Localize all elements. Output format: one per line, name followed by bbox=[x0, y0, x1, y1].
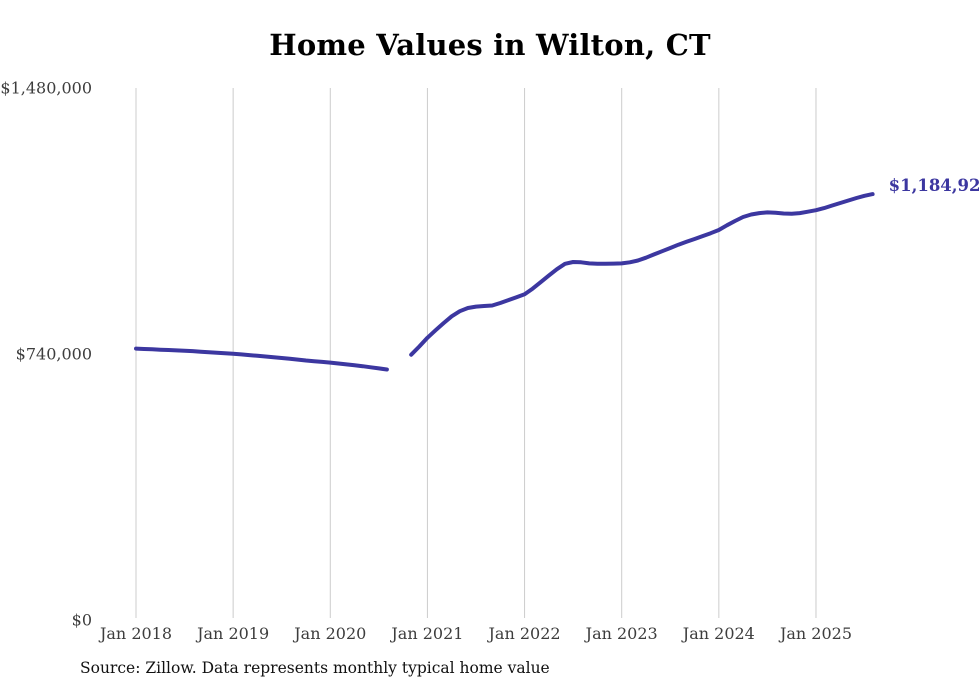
x-axis-label: Jan 2025 bbox=[779, 624, 852, 643]
x-axis-label: Jan 2023 bbox=[585, 624, 658, 643]
x-axis-label: Jan 2021 bbox=[391, 624, 464, 643]
y-axis-label: $0 bbox=[71, 610, 92, 630]
end-value-label: $1,184,920 bbox=[888, 176, 980, 196]
chart-title: Home Values in Wilton, CT bbox=[269, 28, 711, 62]
x-axis-label: Jan 2018 bbox=[99, 624, 173, 643]
x-axis-label: Jan 2020 bbox=[294, 624, 367, 643]
y-axis-label: $1,480,000 bbox=[0, 78, 92, 98]
source-note: Source: Zillow. Data represents monthly … bbox=[80, 659, 550, 677]
x-axis-label: Jan 2024 bbox=[682, 624, 755, 643]
x-axis-label: Jan 2022 bbox=[488, 624, 561, 643]
x-axis-label: Jan 2019 bbox=[197, 624, 270, 643]
y-axis-label: $740,000 bbox=[15, 344, 92, 364]
value-line bbox=[409, 192, 875, 357]
value-line bbox=[134, 346, 389, 372]
